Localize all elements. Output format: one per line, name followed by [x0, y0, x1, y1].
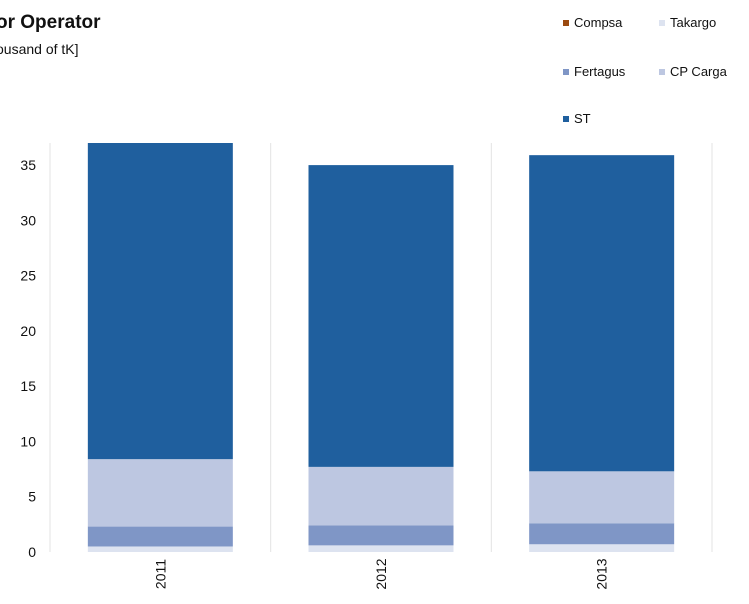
bar-takargo-2013 — [529, 544, 675, 552]
bar-fertagus-2012 — [308, 525, 454, 546]
x-tick-label: 2013 — [594, 558, 610, 589]
bar-takargo-2011 — [87, 546, 233, 552]
y-tick-label: 30 — [20, 212, 36, 228]
bar-cp-carga-2011 — [87, 459, 233, 527]
y-tick-label: 5 — [28, 489, 36, 505]
chart-subtitle: ousand of tK] — [0, 41, 79, 57]
bar-cp-carga-2012 — [308, 466, 454, 526]
bar-st-2011 — [87, 143, 233, 460]
y-tick-label: 10 — [20, 433, 36, 449]
y-tick-label: 20 — [20, 323, 36, 339]
chart-title: or Operator — [0, 12, 101, 33]
bar-st-2013 — [529, 155, 675, 472]
y-tick-label: 0 — [28, 544, 36, 560]
bar-takargo-2012 — [308, 545, 454, 552]
x-tick-label: 2012 — [373, 558, 389, 589]
bar-fertagus-2013 — [529, 523, 675, 545]
bar-cp-carga-2013 — [529, 471, 675, 524]
y-tick-label: 25 — [20, 268, 36, 284]
bar-fertagus-2011 — [87, 526, 233, 547]
y-tick-label: 35 — [20, 157, 36, 173]
bar-st-2012 — [308, 165, 454, 467]
x-tick-label: 2011 — [152, 559, 168, 589]
y-tick-label: 15 — [20, 378, 36, 394]
